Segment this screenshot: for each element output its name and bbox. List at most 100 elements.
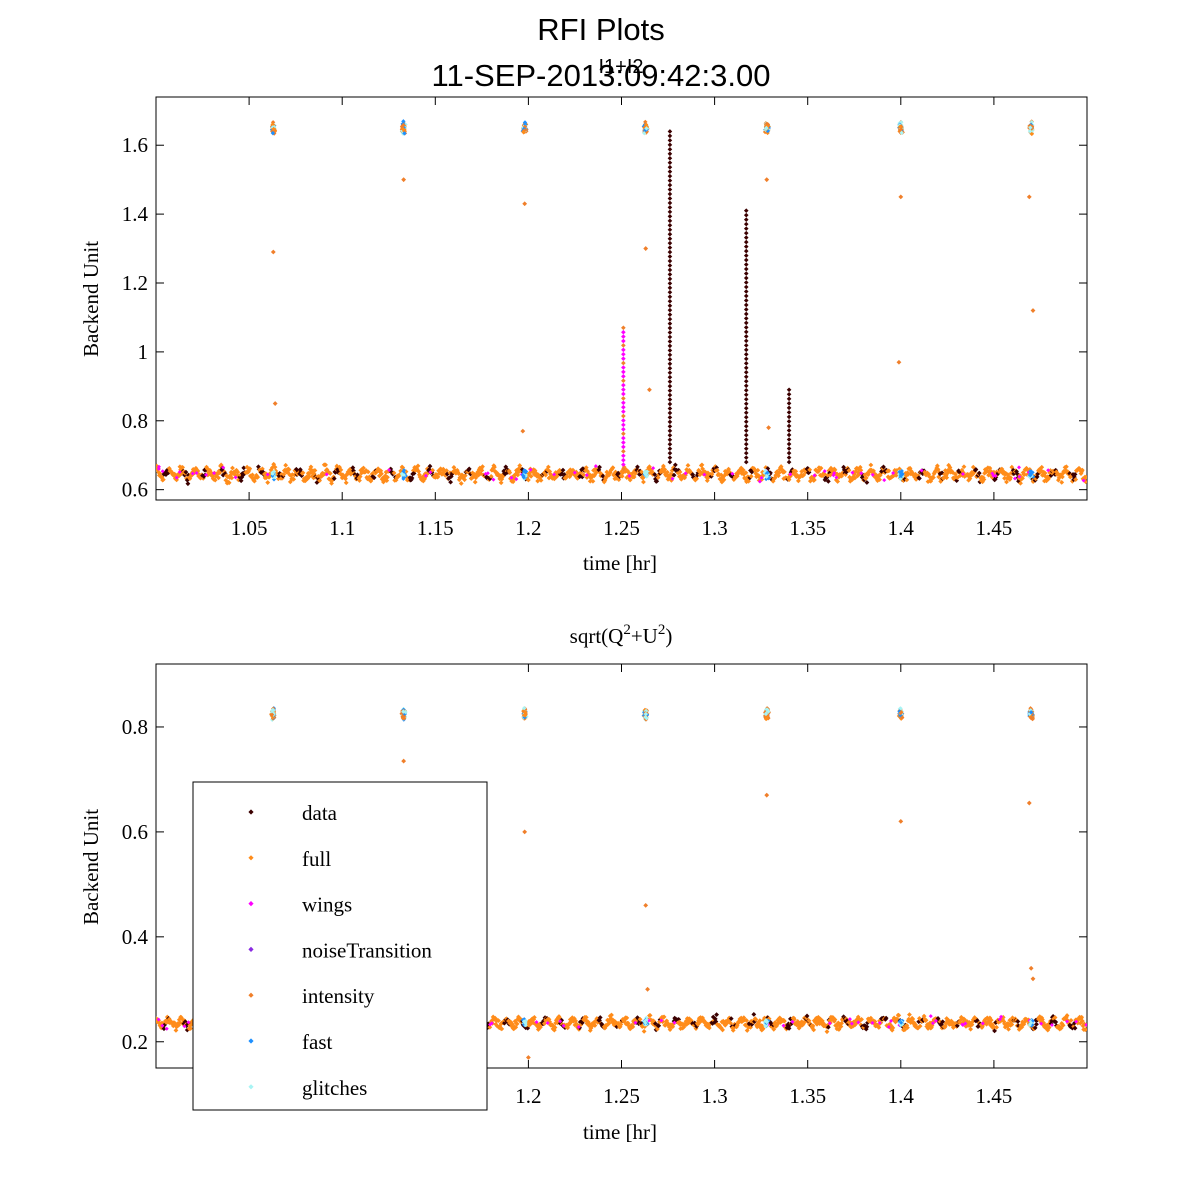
wings-point — [963, 1021, 968, 1026]
wings-point — [1065, 1019, 1070, 1024]
full-point — [970, 464, 976, 470]
wings-point — [1049, 1023, 1054, 1028]
full-point — [462, 477, 467, 483]
spike-point — [667, 245, 673, 250]
y-tick-label: 0.4 — [122, 925, 149, 949]
wings-point — [221, 465, 226, 470]
full-point — [514, 469, 520, 475]
calibration-point — [522, 120, 528, 125]
spike-point — [667, 294, 673, 300]
x-tick-label: 1.05 — [231, 516, 268, 540]
spike-point — [621, 466, 626, 472]
full-point — [684, 1021, 690, 1027]
full-point — [926, 471, 932, 477]
full-point — [1083, 479, 1087, 485]
full-point — [823, 1024, 829, 1030]
calibration-point — [1029, 120, 1034, 125]
full-point — [988, 1017, 994, 1023]
y-tick-label: 0.6 — [122, 820, 148, 844]
full-point — [496, 1018, 501, 1023]
full-point — [286, 467, 292, 473]
full-point — [391, 470, 397, 476]
data-point — [714, 1012, 719, 1018]
wings-point — [856, 1020, 861, 1025]
full-point — [420, 478, 426, 484]
full-point — [235, 469, 241, 475]
full-point — [424, 466, 430, 472]
spike-point — [743, 338, 749, 344]
full-point — [807, 467, 813, 473]
full-point — [574, 1022, 580, 1027]
full-point — [246, 469, 251, 475]
spike-point — [667, 312, 673, 317]
full-point — [677, 469, 683, 475]
full-point — [801, 472, 807, 478]
figure-subtitle: 11-SEP-2013:09:42:3.00 — [432, 58, 771, 93]
data-point — [822, 477, 828, 483]
full-point — [627, 477, 633, 483]
full-point — [1079, 1018, 1085, 1024]
wings-point — [702, 472, 707, 477]
full-point — [1020, 470, 1026, 475]
wings-point — [980, 1021, 985, 1026]
wings-point — [428, 470, 433, 475]
full-point — [308, 464, 314, 470]
wings-point — [387, 467, 392, 472]
outlier-point — [643, 246, 649, 251]
data-point — [864, 480, 870, 485]
full-point — [357, 478, 362, 483]
full-point — [968, 1026, 974, 1032]
data-point — [1049, 1018, 1055, 1024]
wings-point — [488, 1022, 493, 1027]
spike-point — [667, 205, 673, 210]
full-point — [357, 474, 363, 480]
spike-point — [667, 160, 673, 166]
wings-point — [919, 468, 924, 473]
wings-point — [672, 1020, 677, 1025]
spike-point — [743, 459, 749, 465]
full-point — [680, 1025, 686, 1031]
spike-point — [743, 414, 749, 420]
y-tick-label: 0.2 — [122, 1030, 148, 1054]
calibration-point — [763, 711, 769, 717]
full-point — [224, 473, 229, 479]
wings-point — [847, 1017, 852, 1022]
y-tick-label: 1.4 — [122, 202, 149, 226]
spike-point — [667, 401, 673, 407]
x-tick-label: 1.2 — [515, 516, 541, 540]
spike-point — [667, 339, 673, 344]
data-point — [599, 1021, 604, 1027]
full-point — [755, 467, 761, 473]
full-point — [852, 1022, 858, 1028]
glitch-point — [1027, 1023, 1032, 1028]
spike-point — [621, 356, 626, 361]
full-point — [818, 465, 824, 471]
spike-point — [667, 428, 673, 434]
spike-point — [667, 182, 673, 188]
data-point — [920, 471, 926, 477]
wings-point — [1046, 468, 1051, 473]
full-point — [655, 1026, 660, 1032]
wings-point — [423, 473, 428, 478]
spike-point — [621, 457, 626, 463]
calibration-point — [765, 128, 771, 134]
spike-point — [621, 409, 626, 414]
full-point — [172, 476, 178, 482]
full-point — [480, 464, 485, 470]
full-point — [312, 468, 318, 473]
full-point — [317, 478, 322, 483]
spike-point — [786, 419, 792, 424]
x-tick-label: 1.3 — [701, 516, 727, 540]
wings-point — [1081, 478, 1086, 483]
legend-marker-full — [248, 855, 254, 861]
data-point — [861, 477, 867, 483]
spike-point — [743, 365, 749, 371]
full-point — [641, 1028, 647, 1034]
spike-point — [743, 307, 749, 312]
spike-point — [621, 329, 626, 335]
full-point — [989, 1022, 995, 1027]
full-point — [876, 1025, 882, 1030]
calibration-point — [403, 709, 408, 715]
calibration-point — [271, 126, 276, 132]
wings-point — [781, 1023, 786, 1028]
